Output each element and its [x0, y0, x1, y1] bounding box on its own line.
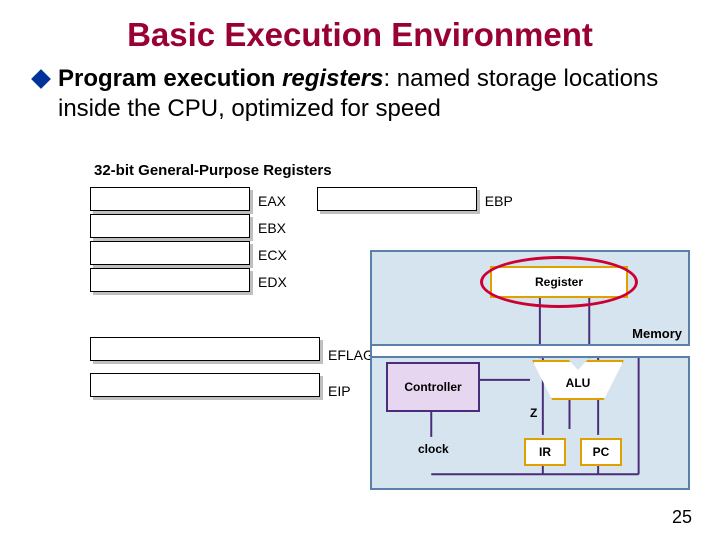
diamond-bullet-icon	[31, 69, 51, 89]
register-box	[317, 187, 477, 211]
controller-label: Controller	[404, 380, 461, 394]
page-title: Basic Execution Environment	[0, 0, 720, 64]
register-row: EAX	[90, 187, 287, 214]
clock-label: clock	[418, 442, 449, 456]
alu-label: ALU	[566, 376, 591, 390]
controller-box: Controller	[386, 362, 480, 412]
register-box	[90, 214, 250, 238]
cpu-diagram: Register Memory Controller ALU Z clock I…	[370, 250, 690, 490]
register-row: EBX	[90, 214, 287, 241]
registers-word: registers	[282, 65, 383, 92]
memory-bus	[372, 344, 690, 358]
cpu-register-label: Register	[535, 275, 583, 289]
pc-box: PC	[580, 438, 622, 466]
register-label: EAX	[258, 193, 286, 209]
register-label: EBP	[485, 193, 513, 209]
register-label: EIP	[328, 383, 351, 399]
bullet-row: Program execution registers: named stora…	[0, 64, 720, 124]
memory-label: Memory	[632, 326, 682, 341]
alu-box: ALU	[532, 360, 624, 400]
z-flag-label: Z	[530, 406, 537, 420]
register-box	[90, 337, 320, 361]
register-box	[90, 241, 250, 265]
ir-box: IR	[524, 438, 566, 466]
page-number: 25	[672, 507, 692, 528]
register-box	[90, 187, 250, 211]
register-label: EBX	[258, 220, 286, 236]
register-label: EDX	[258, 274, 287, 290]
register-row: ECX	[90, 241, 287, 268]
left-register-column: EAX EBX ECX EDX	[90, 187, 287, 295]
register-label: ECX	[258, 247, 287, 263]
figure-caption: 32-bit General-Purpose Registers	[94, 162, 650, 179]
body-text: Program execution registers: named stora…	[58, 64, 680, 124]
register-box	[90, 268, 250, 292]
register-box	[90, 373, 320, 397]
register-row: EDX	[90, 268, 287, 295]
lead-text: Program execution	[58, 65, 282, 92]
register-row: EBP	[317, 187, 513, 214]
ir-label: IR	[539, 445, 551, 459]
cpu-register-box: Register	[490, 266, 628, 298]
pc-label: PC	[593, 445, 610, 459]
